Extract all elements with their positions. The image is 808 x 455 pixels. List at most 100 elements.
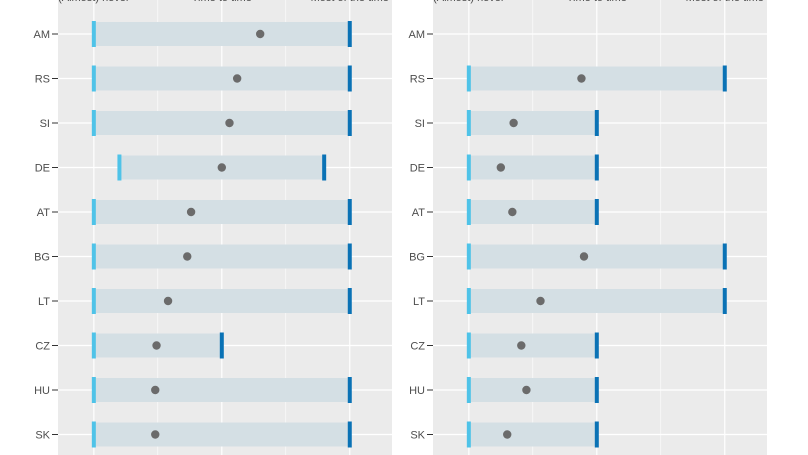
point-DE <box>496 163 506 172</box>
point-CZ <box>517 341 526 350</box>
min-cap-LT <box>91 288 96 314</box>
min-cap-HU <box>466 377 471 403</box>
point-SI <box>509 118 518 128</box>
y-tick-label: RS <box>410 74 425 86</box>
range-bar-BG <box>468 244 725 269</box>
point-CZ <box>152 341 161 350</box>
x-tick-label: (Almost) never <box>433 0 505 4</box>
point-RS <box>232 74 242 83</box>
min-cap-DE <box>117 154 122 181</box>
min-cap-CZ <box>91 332 96 359</box>
min-cap-AM <box>91 21 96 47</box>
max-cap-RS <box>722 65 727 92</box>
point-LT <box>536 296 545 306</box>
x-tick-label: Most of the time <box>686 0 764 4</box>
range-bar-SI <box>468 111 597 135</box>
y-tick-label: RS <box>35 74 50 86</box>
point-HU <box>522 385 531 395</box>
y-tick-label: SK <box>410 430 425 442</box>
y-tick-label: SI <box>415 118 425 130</box>
range-bar-AT <box>93 200 350 224</box>
max-cap-HU <box>594 377 599 403</box>
min-cap-AT <box>466 199 471 225</box>
range-bar-HU <box>468 378 597 402</box>
range-bar-LT <box>93 289 350 313</box>
max-cap-LT <box>722 288 727 314</box>
max-cap-LT <box>347 288 352 314</box>
range-bar-RS <box>93 66 350 91</box>
y-tick-label: DE <box>35 163 50 175</box>
range-bar-LT <box>468 289 725 313</box>
max-cap-SI <box>594 110 599 136</box>
max-cap-SK <box>594 421 599 448</box>
y-tick-label: SI <box>40 118 50 130</box>
point-RS <box>577 74 586 83</box>
max-cap-BG <box>347 243 352 270</box>
y-tick-label: AM <box>34 29 51 41</box>
min-cap-BG <box>466 243 471 270</box>
x-tick-label: Most of the time <box>311 0 389 4</box>
max-cap-DE <box>322 154 327 181</box>
range-bar-SK <box>93 422 350 447</box>
point-DE <box>217 163 227 172</box>
y-tick-label: BG <box>409 252 425 264</box>
x-tick-label: Time to time <box>567 0 627 4</box>
max-cap-CZ <box>594 332 599 359</box>
min-cap-SK <box>91 421 96 448</box>
min-cap-SI <box>466 110 471 136</box>
x-tick-label: (Almost) never <box>58 0 130 4</box>
y-tick-label: AM <box>409 29 426 41</box>
max-cap-AT <box>347 199 352 225</box>
range-bar-BG <box>93 244 350 269</box>
min-cap-AT <box>91 199 96 225</box>
max-cap-DE <box>594 154 599 181</box>
max-cap-HU <box>347 377 352 403</box>
point-HU <box>151 385 160 395</box>
y-tick-label: HU <box>409 385 425 397</box>
point-AT <box>186 207 196 217</box>
y-tick-label: LT <box>38 296 50 308</box>
range-bar-SK <box>468 422 597 447</box>
min-cap-LT <box>466 288 471 314</box>
max-cap-CZ <box>219 332 224 359</box>
y-tick-label: CZ <box>35 341 50 353</box>
point-BG <box>579 252 589 261</box>
y-tick-label: CZ <box>410 341 425 353</box>
min-cap-SK <box>466 421 471 448</box>
min-cap-DE <box>466 154 471 181</box>
min-cap-BG <box>91 243 96 270</box>
y-tick-label: DE <box>410 163 425 175</box>
max-cap-AM <box>347 21 352 47</box>
y-tick-label: HU <box>34 385 50 397</box>
max-cap-SK <box>347 421 352 448</box>
max-cap-RS <box>347 65 352 92</box>
max-cap-BG <box>722 243 727 270</box>
min-cap-RS <box>91 65 96 92</box>
y-tick-label: AT <box>412 207 426 219</box>
x-tick-label: Time to time <box>192 0 252 4</box>
y-tick-label: SK <box>35 430 50 442</box>
range-bar-AM <box>93 22 350 46</box>
point-SK <box>503 430 512 439</box>
point-SI <box>225 118 234 128</box>
range-bar-DE <box>468 155 597 180</box>
point-AT <box>508 207 517 217</box>
y-tick-label: BG <box>34 252 50 264</box>
point-BG <box>183 252 192 261</box>
point-AM <box>255 29 265 39</box>
max-cap-AT <box>594 199 599 225</box>
max-cap-SI <box>347 110 352 136</box>
panels: AM RS SI DE AT BG LT CZ HU SK (Almost) never Time t… <box>34 0 767 455</box>
panel-right: AM RS SI DE AT BG LT CZ HU SK (Almost) never Time t… <box>409 0 767 455</box>
min-cap-SI <box>91 110 96 136</box>
min-cap-CZ <box>466 332 471 359</box>
min-cap-RS <box>466 65 471 92</box>
point-SK <box>151 430 160 439</box>
range-bar-CZ <box>468 333 597 358</box>
y-tick-label: AT <box>37 207 51 219</box>
min-cap-HU <box>91 377 96 403</box>
range-bar-SI <box>93 111 350 135</box>
y-tick-label: LT <box>413 296 425 308</box>
range-bar-AT <box>468 200 597 224</box>
